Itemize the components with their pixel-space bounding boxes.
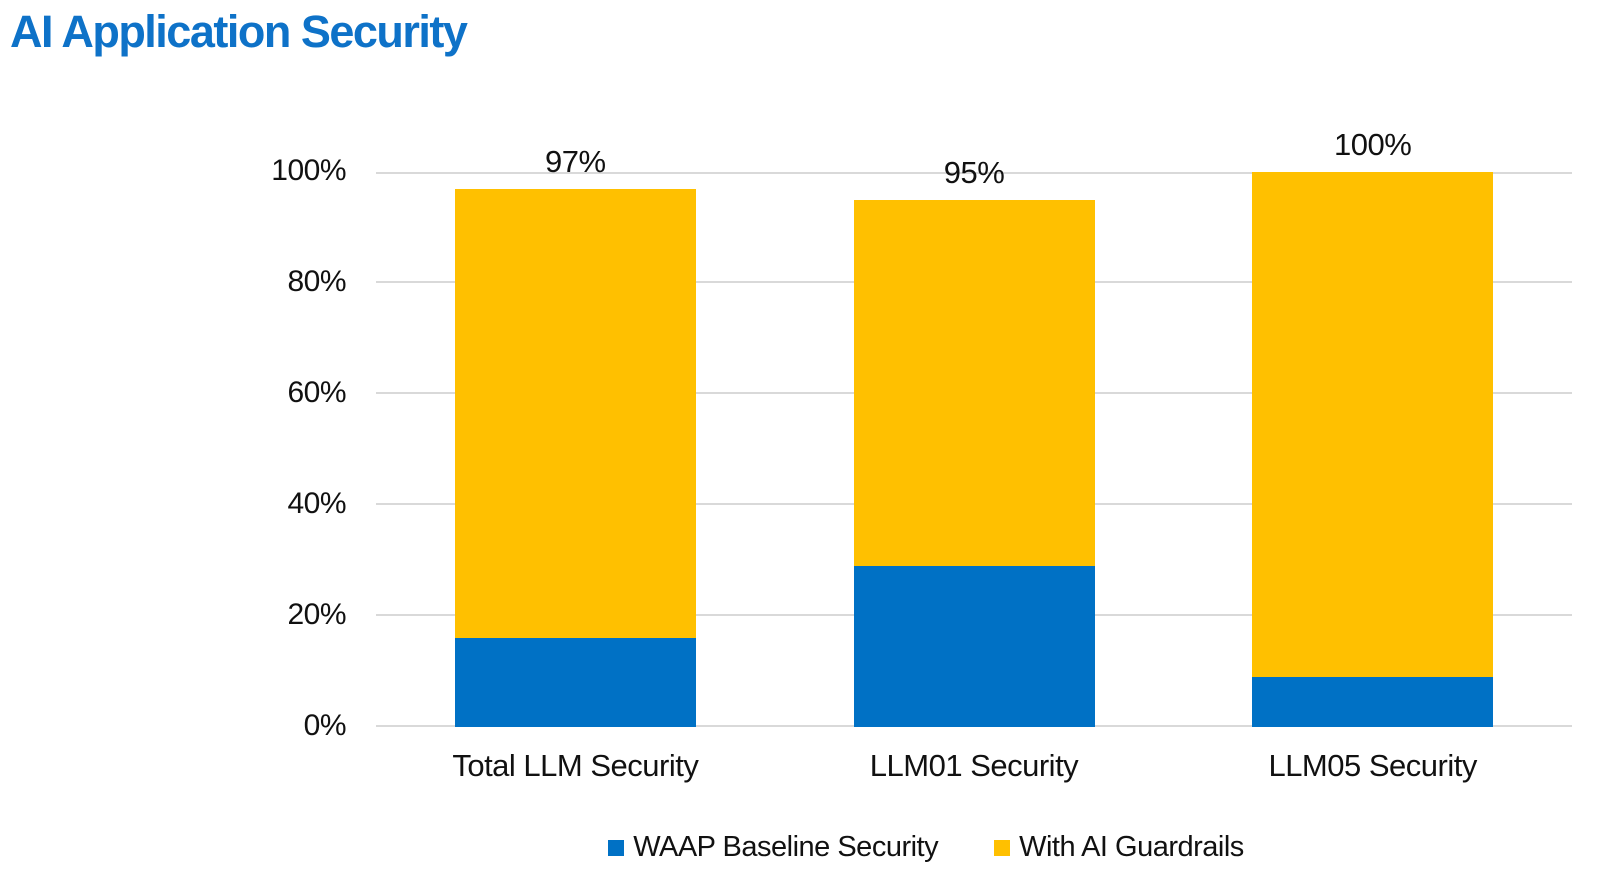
- x-axis: Total LLM Security LLM01 Security LLM05 Se…: [376, 748, 1572, 790]
- bar-segment-waap-baseline: [1252, 677, 1494, 727]
- bar-segment-ai-guardrails: [853, 199, 1095, 567]
- x-axis-category-label: Total LLM Security: [452, 748, 699, 783]
- y-axis-tick-label: 20%: [287, 598, 346, 631]
- gridline-100: [376, 172, 1572, 174]
- y-axis-tick-label: 0%: [303, 709, 347, 742]
- page-title: AI Application Security: [10, 6, 468, 57]
- legend: WAAP Baseline Security With AI Guardrails: [328, 826, 1524, 868]
- legend-label: WAAP Baseline Security: [633, 830, 939, 863]
- legend-label: With AI Guardrails: [1019, 830, 1244, 863]
- bar-segment-ai-guardrails: [454, 188, 696, 639]
- y-axis: 0% 20% 40% 60% 80% 100%: [0, 155, 346, 742]
- x-axis-category-label: LLM01 Security: [869, 748, 1079, 783]
- y-axis-tick-label: 80%: [287, 265, 346, 298]
- legend-item-ai-guardrails: With AI Guardrails: [994, 831, 1244, 864]
- bar-total-label: 95%: [943, 154, 1005, 190]
- bar-segment-waap-baseline: [454, 638, 696, 727]
- bar-segment-waap-baseline: [853, 566, 1095, 727]
- bar-total-label: 100%: [1334, 127, 1412, 162]
- legend-item-waap-baseline: WAAP Baseline Security: [608, 830, 939, 864]
- x-axis-category-label: LLM05 Security: [1268, 748, 1477, 783]
- y-axis-tick-label: 60%: [287, 376, 346, 409]
- y-axis-tick-label: 100%: [271, 154, 346, 187]
- legend-swatch-icon: [994, 840, 1011, 856]
- plot-area: 97% 95% 100%: [376, 129, 1572, 727]
- bar-total-label: 97%: [545, 143, 606, 179]
- y-axis-tick-label: 40%: [287, 487, 346, 520]
- bar-segment-ai-guardrails: [1252, 172, 1494, 678]
- legend-swatch-icon: [608, 840, 625, 856]
